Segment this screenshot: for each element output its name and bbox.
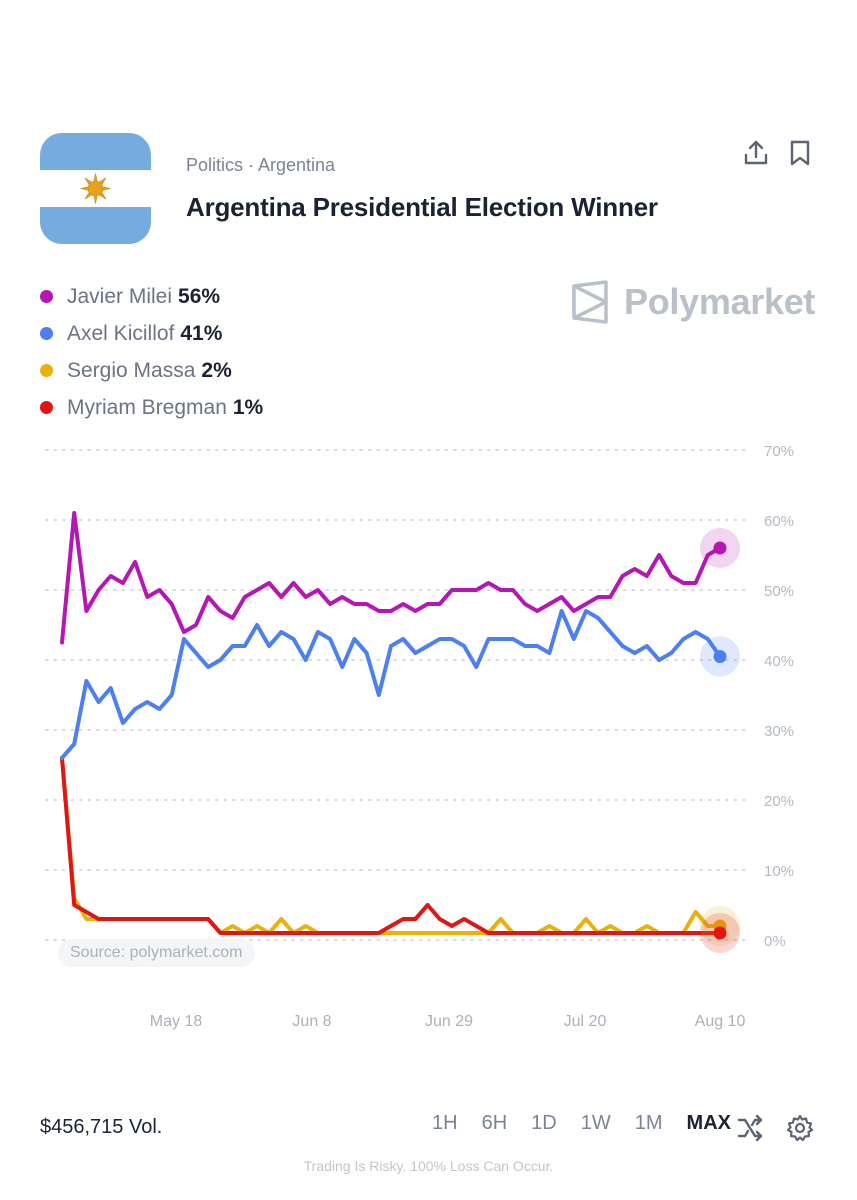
y-tick-label: 50% [764, 583, 794, 600]
gear-icon [786, 1114, 814, 1142]
x-tick-label: Aug 10 [695, 1013, 746, 1030]
series-end-point [713, 541, 727, 555]
volume-label: $456,715 Vol. [40, 1116, 163, 1138]
polymarket-watermark: Polymarket [570, 280, 815, 324]
series-end-point [713, 926, 727, 940]
y-tick-label: 60% [764, 513, 794, 530]
legend-name: Myriam Bregman [67, 395, 227, 419]
legend-dot [40, 364, 53, 377]
y-tick-label: 10% [764, 863, 794, 880]
legend-item-bregman: Myriam Bregman 1% [40, 389, 263, 426]
share-icon [744, 140, 768, 165]
legend-item-massa: Sergio Massa 2% [40, 352, 263, 389]
series-line-axel-kicillof [60, 609, 722, 760]
range-1m[interactable]: 1M [634, 1112, 663, 1134]
series-end-point [713, 650, 727, 663]
legend-value: 2% [201, 358, 232, 382]
x-tick-label: Jul 20 [564, 1013, 607, 1030]
y-tick-label: 30% [764, 723, 794, 740]
breadcrumb[interactable]: Politics · Argentina [186, 155, 336, 175]
share-button[interactable] [742, 139, 770, 167]
legend-value: 41% [180, 321, 223, 345]
legend-name: Axel Kicillof [67, 321, 175, 345]
legend-dot [40, 327, 53, 340]
legend-item-milei: Javier Milei 56% [40, 278, 263, 315]
x-tick-label: Jun 29 [425, 1013, 473, 1030]
chart-source: Source: polymarket.com [58, 939, 255, 967]
legend-dot [40, 401, 53, 414]
range-6h[interactable]: 6H [481, 1112, 508, 1134]
legend-dot [40, 290, 53, 303]
x-tick-label: Jun 8 [292, 1013, 331, 1030]
range-1w[interactable]: 1W [580, 1112, 611, 1134]
price-chart[interactable]: 0% 10% 20% 30% 40% 50% 60% 70% May 18 Jun 8 Jun 29… [0, 430, 857, 1040]
legend-item-kicillof: Axel Kicillof 41% [40, 315, 263, 352]
polymarket-logo-icon [572, 280, 608, 324]
time-range-selector[interactable]: 1H 6H 1D 1W 1M MAX [420, 1112, 743, 1135]
bookmark-icon [790, 140, 810, 166]
range-1d[interactable]: 1D [531, 1112, 557, 1134]
shuffle-icon [737, 1114, 763, 1142]
y-tick-label: 0% [764, 933, 786, 950]
y-tick-label: 40% [764, 653, 794, 670]
series-line-javier-milei [60, 511, 722, 645]
series-line-sergio-massa [60, 756, 722, 935]
shuffle-button[interactable] [736, 1114, 764, 1142]
range-1h[interactable]: 1H [432, 1112, 458, 1134]
market-flag-image [40, 133, 151, 244]
chart-legend: Javier Milei 56% Axel Kicillof 41% Sergi… [40, 278, 263, 426]
series-line-myriam-bregman [60, 756, 722, 935]
legend-name: Sergio Massa [67, 358, 196, 382]
legend-value: 56% [178, 284, 221, 308]
settings-button[interactable] [786, 1114, 814, 1142]
range-max[interactable]: MAX [686, 1112, 731, 1134]
risk-disclaimer: Trading Is Risky. 100% Loss Can Occur. [303, 1158, 554, 1174]
argentina-flag-icon [40, 133, 151, 244]
bookmark-button[interactable] [786, 139, 814, 167]
x-tick-label: May 18 [150, 1013, 203, 1030]
legend-name: Javier Milei [67, 284, 173, 308]
y-tick-label: 20% [764, 793, 794, 810]
page-title: Argentina Presidential Election Winner [186, 192, 658, 222]
legend-value: 1% [232, 395, 264, 419]
brand-name: Polymarket [624, 281, 816, 322]
y-tick-label: 70% [764, 443, 794, 460]
